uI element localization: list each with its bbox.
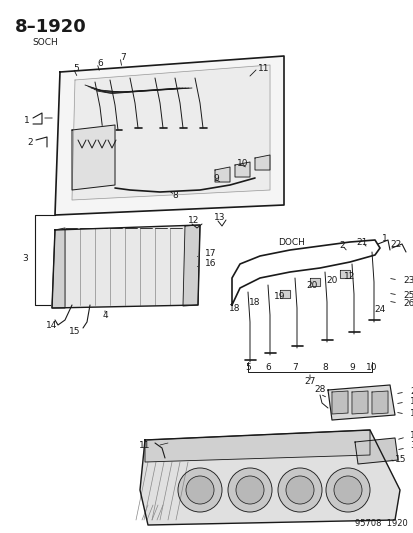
Text: 7: 7	[292, 364, 297, 373]
Polygon shape	[140, 430, 399, 525]
Text: 10: 10	[366, 364, 377, 373]
Polygon shape	[331, 391, 347, 414]
Text: 14: 14	[409, 409, 413, 418]
Polygon shape	[214, 167, 230, 182]
Text: 4: 4	[102, 311, 107, 319]
Text: 15: 15	[69, 327, 81, 336]
Text: 24: 24	[373, 305, 385, 314]
Text: 18: 18	[229, 303, 240, 312]
Polygon shape	[279, 290, 289, 298]
Circle shape	[228, 468, 271, 512]
Text: 12: 12	[188, 215, 199, 224]
Text: 21: 21	[356, 238, 367, 246]
Text: 11: 11	[138, 440, 150, 449]
Circle shape	[178, 468, 221, 512]
Text: 3: 3	[22, 254, 28, 262]
Text: 18: 18	[249, 297, 260, 306]
Polygon shape	[371, 391, 387, 414]
Circle shape	[235, 476, 263, 504]
Text: 25: 25	[402, 290, 413, 300]
Text: 9: 9	[212, 174, 218, 182]
Text: 95708  1920: 95708 1920	[354, 519, 407, 528]
Polygon shape	[183, 225, 199, 306]
Text: 8: 8	[321, 364, 327, 373]
Polygon shape	[235, 162, 249, 177]
Text: 14: 14	[409, 431, 413, 440]
Text: 7: 7	[120, 52, 126, 61]
Text: 9: 9	[348, 364, 354, 373]
Polygon shape	[339, 270, 349, 278]
Polygon shape	[52, 225, 199, 308]
Polygon shape	[55, 56, 283, 215]
Text: 15: 15	[394, 456, 406, 464]
Text: 6: 6	[97, 59, 102, 68]
Text: 2: 2	[338, 240, 344, 249]
Text: SOCH: SOCH	[32, 38, 57, 47]
Polygon shape	[72, 65, 269, 200]
Text: 16: 16	[409, 398, 413, 407]
Polygon shape	[52, 228, 65, 308]
Text: 5: 5	[73, 63, 78, 72]
Text: 2: 2	[27, 138, 33, 147]
Circle shape	[185, 476, 214, 504]
Text: 1: 1	[24, 116, 30, 125]
Text: 27: 27	[304, 377, 315, 386]
Circle shape	[277, 468, 321, 512]
Polygon shape	[72, 125, 115, 190]
Text: 19: 19	[273, 292, 285, 301]
Text: 30: 30	[409, 441, 413, 450]
Text: 12: 12	[344, 271, 355, 280]
Circle shape	[285, 476, 313, 504]
Circle shape	[333, 476, 361, 504]
Text: 10: 10	[236, 158, 248, 167]
Polygon shape	[351, 391, 367, 414]
Text: 13: 13	[214, 213, 225, 222]
Circle shape	[325, 468, 369, 512]
Polygon shape	[327, 385, 394, 420]
Text: 29: 29	[409, 387, 413, 397]
Text: 8–1920: 8–1920	[15, 18, 87, 36]
Text: 22: 22	[389, 239, 400, 248]
Text: 28: 28	[313, 385, 325, 394]
Text: 8: 8	[172, 190, 178, 199]
Polygon shape	[354, 438, 397, 464]
Polygon shape	[309, 278, 319, 286]
Text: 11: 11	[257, 63, 269, 72]
Text: 16: 16	[204, 259, 216, 268]
Polygon shape	[145, 430, 369, 462]
Text: 1: 1	[381, 233, 387, 243]
Polygon shape	[254, 155, 269, 170]
Text: 20: 20	[325, 276, 337, 285]
Text: 17: 17	[204, 248, 216, 257]
Text: 14: 14	[45, 320, 57, 329]
Text: 26: 26	[402, 298, 413, 308]
Text: 5: 5	[244, 364, 250, 373]
Text: 23: 23	[402, 276, 413, 285]
Text: 6: 6	[264, 364, 270, 373]
Text: 20: 20	[306, 280, 317, 289]
Text: DOCH: DOCH	[277, 238, 304, 247]
